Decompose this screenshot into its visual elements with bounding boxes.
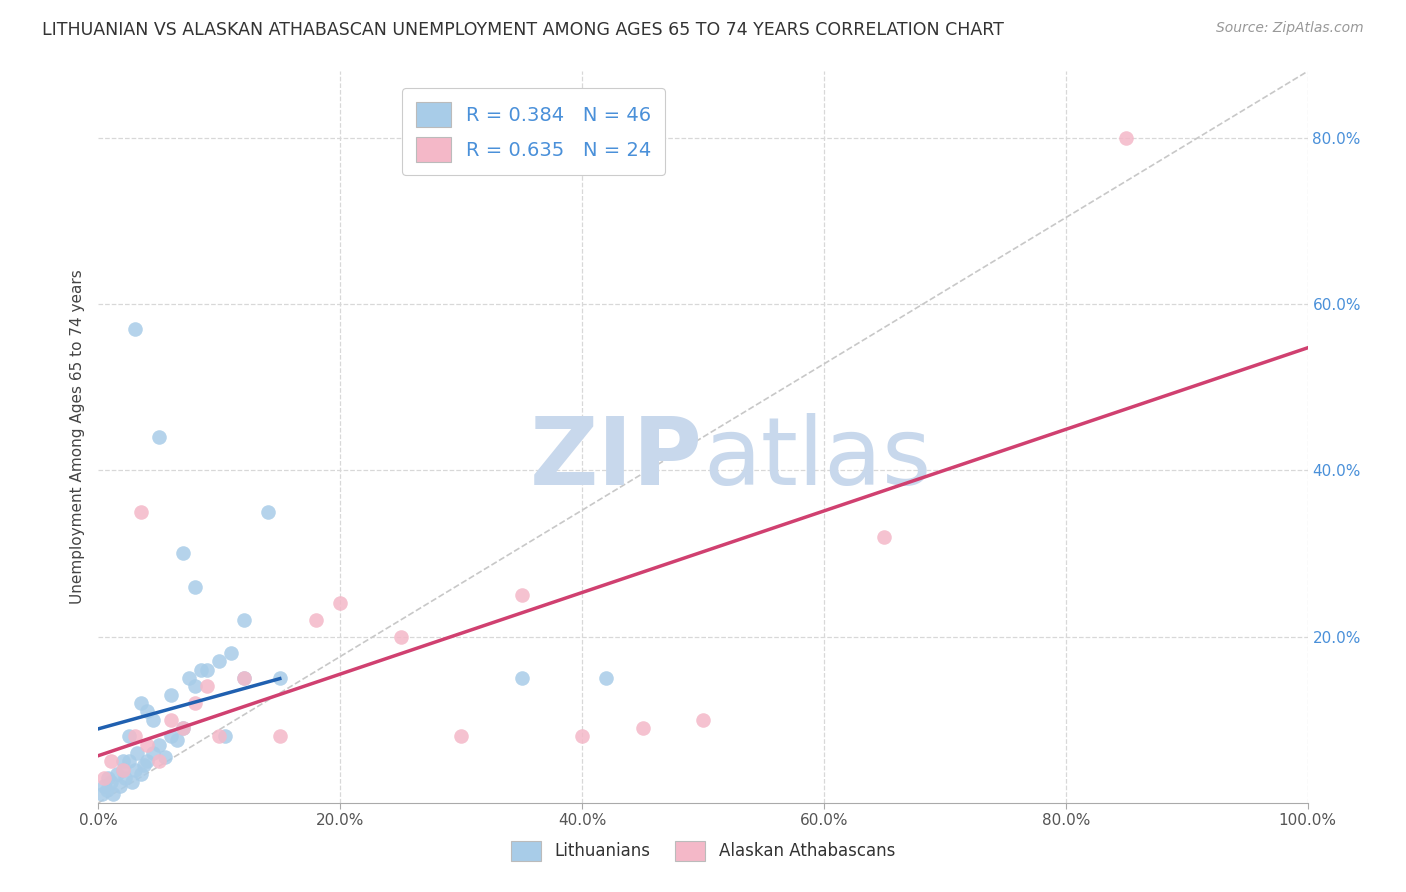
Point bbox=[160, 713, 183, 727]
Point bbox=[111, 754, 134, 768]
Point bbox=[692, 713, 714, 727]
Point bbox=[208, 655, 231, 669]
Point bbox=[148, 754, 170, 768]
Point bbox=[129, 505, 152, 519]
Point bbox=[101, 788, 124, 802]
Point bbox=[111, 763, 134, 777]
Point bbox=[329, 596, 352, 610]
Legend: Lithuanians, Alaskan Athabascans: Lithuanians, Alaskan Athabascans bbox=[505, 834, 901, 868]
Point bbox=[450, 729, 472, 743]
Point bbox=[96, 783, 118, 797]
Point bbox=[595, 671, 617, 685]
Point bbox=[256, 505, 278, 519]
Point bbox=[571, 729, 593, 743]
Point bbox=[124, 322, 146, 336]
Point bbox=[184, 680, 207, 694]
Point bbox=[190, 663, 212, 677]
Y-axis label: Unemployment Among Ages 65 to 74 years: Unemployment Among Ages 65 to 74 years bbox=[70, 269, 86, 605]
Point bbox=[305, 613, 328, 627]
Point bbox=[269, 671, 291, 685]
Point bbox=[127, 746, 149, 760]
Text: ZIP: ZIP bbox=[530, 413, 703, 505]
Point bbox=[135, 754, 157, 768]
Point bbox=[195, 663, 218, 677]
Point bbox=[129, 766, 152, 780]
Point bbox=[510, 671, 533, 685]
Point bbox=[160, 729, 183, 743]
Point bbox=[232, 671, 254, 685]
Point bbox=[148, 430, 170, 444]
Point bbox=[184, 696, 207, 710]
Point bbox=[108, 779, 131, 793]
Point bbox=[124, 729, 146, 743]
Point bbox=[1115, 131, 1137, 145]
Point bbox=[179, 671, 201, 685]
Point bbox=[93, 771, 115, 785]
Point bbox=[100, 754, 122, 768]
Point bbox=[93, 779, 115, 793]
Point bbox=[232, 613, 254, 627]
Point bbox=[214, 729, 236, 743]
Point bbox=[172, 721, 194, 735]
Point bbox=[97, 771, 120, 785]
Point bbox=[269, 729, 291, 743]
Point bbox=[510, 588, 533, 602]
Text: Source: ZipAtlas.com: Source: ZipAtlas.com bbox=[1216, 21, 1364, 35]
Point bbox=[142, 746, 165, 760]
Point bbox=[91, 788, 114, 802]
Point bbox=[111, 763, 134, 777]
Text: atlas: atlas bbox=[703, 413, 931, 505]
Point bbox=[134, 758, 156, 772]
Point bbox=[129, 696, 152, 710]
Point bbox=[160, 688, 183, 702]
Point bbox=[172, 546, 194, 560]
Point bbox=[873, 530, 896, 544]
Text: LITHUANIAN VS ALASKAN ATHABASCAN UNEMPLOYMENT AMONG AGES 65 TO 74 YEARS CORRELAT: LITHUANIAN VS ALASKAN ATHABASCAN UNEMPLO… bbox=[42, 21, 1004, 38]
Point bbox=[142, 713, 165, 727]
Point bbox=[389, 630, 412, 644]
Point bbox=[124, 763, 146, 777]
Point bbox=[208, 729, 231, 743]
Point bbox=[118, 754, 141, 768]
Point bbox=[148, 738, 170, 752]
Point bbox=[135, 705, 157, 719]
Point bbox=[232, 671, 254, 685]
Point bbox=[153, 750, 176, 764]
Point bbox=[121, 775, 143, 789]
Point bbox=[221, 646, 243, 660]
Point bbox=[631, 721, 654, 735]
Point bbox=[100, 775, 122, 789]
Point bbox=[172, 721, 194, 735]
Point bbox=[184, 580, 207, 594]
Point bbox=[105, 766, 128, 780]
Point bbox=[166, 733, 188, 747]
Point bbox=[195, 680, 218, 694]
Point bbox=[118, 729, 141, 743]
Point bbox=[135, 738, 157, 752]
Point bbox=[114, 771, 136, 785]
